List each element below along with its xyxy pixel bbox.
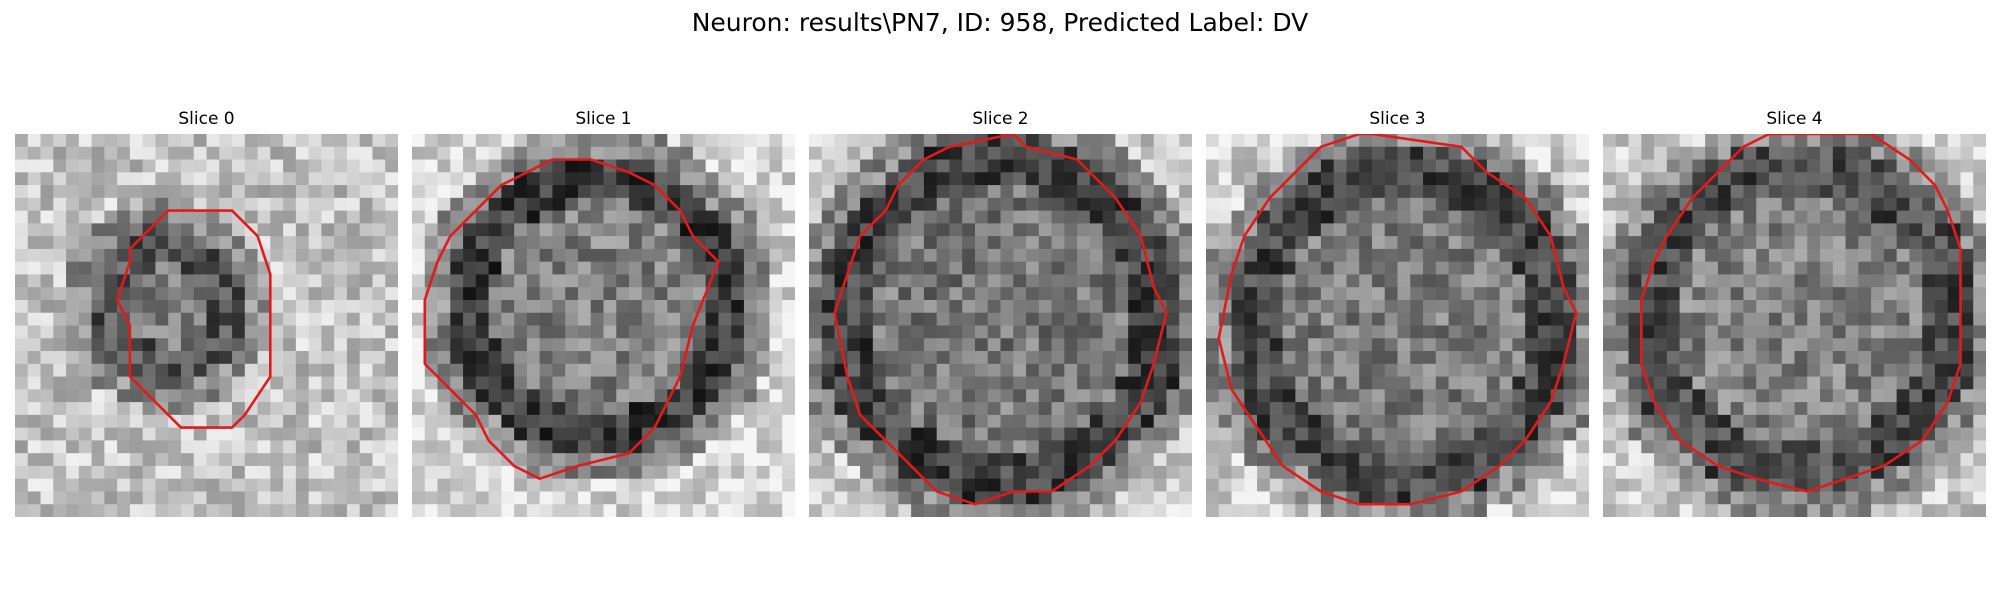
segmentation-contour [833, 134, 1168, 506]
slice-title: Slice 4 [1766, 109, 1823, 129]
segmentation-contour [115, 209, 272, 429]
slice-image-3 [1206, 134, 1589, 517]
segmentation-contour [423, 158, 720, 481]
segmentation-contour [1639, 134, 1962, 493]
slice-title: Slice 2 [972, 109, 1029, 129]
slice-image-2 [809, 134, 1192, 517]
slice-panel-1: Slice 1 [412, 108, 795, 517]
slice-image-1 [412, 134, 795, 517]
slice-panel-4: Slice 4 [1603, 108, 1986, 517]
slice-panel-2: Slice 2 [809, 108, 1192, 517]
slice-title: Slice 0 [178, 109, 235, 129]
slice-image-4 [1603, 134, 1986, 517]
slice-title: Slice 1 [575, 109, 632, 129]
slice-title: Slice 3 [1369, 109, 1426, 129]
segmentation-contour [1217, 134, 1578, 506]
slice-image-0 [15, 134, 398, 517]
figure-title: Neuron: results\PN7, ID: 958, Predicted … [691, 8, 1309, 37]
slice-panel-3: Slice 3 [1206, 108, 1589, 517]
slice-panel-0: Slice 0 [15, 108, 398, 517]
